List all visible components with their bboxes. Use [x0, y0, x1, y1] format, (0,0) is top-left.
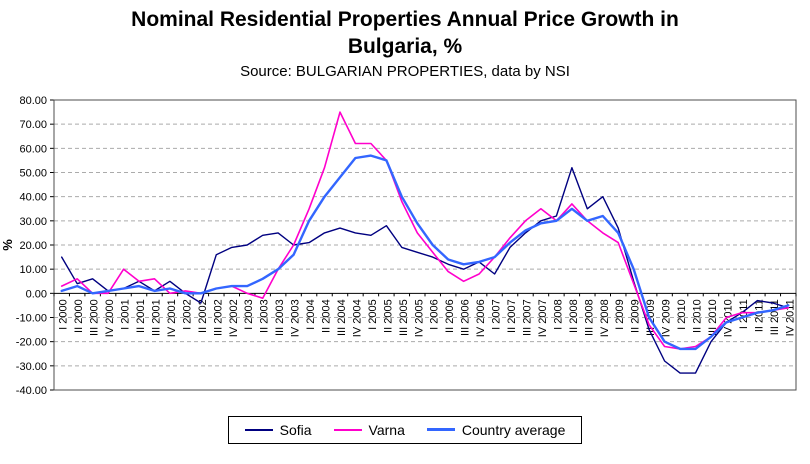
legend-line-sample	[426, 428, 455, 432]
legend-label: Country average	[461, 421, 566, 438]
x-axis-tick-label: I 2008	[552, 299, 564, 330]
x-axis-tick-label: II 2006	[444, 299, 456, 333]
y-axis-tick-label: -20.00	[16, 336, 47, 348]
y-axis-tick-label: -10.00	[16, 312, 47, 324]
x-axis-tick-label: III 2000	[89, 299, 101, 336]
x-axis-tick-label: II 2007	[506, 299, 518, 333]
x-axis-tick-label: II 2003	[259, 299, 271, 333]
x-axis-tick-label: II 2000	[73, 299, 85, 333]
chart-subtitle: Source: BULGARIAN PROPERTIES, data by NS…	[240, 62, 570, 80]
x-axis-tick-label: IV 2006	[475, 299, 487, 337]
x-axis-tick-label: IV 2008	[599, 299, 611, 337]
x-axis-tick-label: I 2000	[58, 299, 70, 330]
y-axis-tick-label: 40.00	[19, 191, 47, 203]
x-axis-tick-label: I 2006	[429, 299, 441, 330]
legend-item-varna: Varna	[333, 421, 405, 438]
y-axis-tick-label: -30.00	[16, 360, 47, 372]
legend-line-sample	[333, 428, 362, 431]
y-axis-tick-label: 20.00	[19, 240, 47, 252]
x-axis-tick-label: IV 2003	[290, 299, 302, 337]
x-axis-tick-label: IV 2009	[661, 299, 673, 337]
y-axis-title: %	[0, 238, 15, 250]
x-axis-tick-label: I 2004	[305, 299, 317, 330]
series-line-sofia	[61, 166, 789, 374]
x-axis-tick-label: III 2010	[707, 299, 719, 336]
legend-line-sample	[244, 428, 273, 431]
x-axis-tick-label: III 2002	[212, 299, 224, 336]
x-axis-tick-label: I 2001	[120, 299, 132, 330]
x-axis-tick-label: IV 2002	[228, 299, 240, 337]
x-axis-tick-label: III 2003	[274, 299, 286, 336]
legend: Sofia Varna Country average	[227, 415, 583, 444]
x-axis-tick-label: IV 2005	[413, 299, 425, 337]
plot-border	[53, 99, 797, 391]
x-axis-tick-label: III 2001	[151, 299, 163, 336]
x-axis-tick-label: II 2002	[197, 299, 209, 333]
x-axis-tick-label: III 2004	[336, 299, 348, 336]
x-axis-tick-label: I 2010	[676, 299, 688, 330]
x-axis-tick-label: IV 2010	[722, 299, 734, 337]
y-axis-tick-label: 30.00	[19, 215, 47, 227]
x-axis-tick-label: II 2009	[630, 299, 642, 333]
x-axis-tick-label: I 2011	[738, 299, 750, 329]
x-axis-tick-label: IV 2007	[537, 299, 549, 337]
legend-label: Sofia	[279, 421, 312, 438]
x-axis-tick-label: I 2007	[491, 299, 503, 330]
x-axis-tick-label: I 2002	[181, 299, 193, 330]
x-axis-tick-label: II 2001	[135, 299, 147, 333]
x-axis-tick-label: III 2008	[583, 299, 595, 336]
y-axis-tick-label: 10.00	[19, 264, 47, 276]
y-axis-tick-label: 80.00	[19, 95, 47, 107]
x-axis-tick-label: III 2007	[522, 299, 534, 336]
x-axis-tick-label: I 2003	[243, 299, 255, 330]
y-axis-tick-label: -40.00	[16, 385, 47, 397]
x-axis-tick-label: I 2005	[367, 299, 379, 330]
x-axis-tick-label: I 2009	[614, 299, 626, 330]
chart-title: Nominal Residential Properties Annual Pr…	[131, 8, 679, 59]
x-axis-tick-label: IV 2001	[166, 299, 178, 337]
y-axis-tick-label: 0.00	[26, 288, 47, 300]
x-axis-tick-label: II 2008	[568, 299, 580, 333]
x-axis-tick-label: II 2010	[692, 299, 704, 333]
legend-label: Varna	[368, 421, 405, 438]
x-axis-tick-label: IV 2004	[351, 299, 363, 337]
x-axis-tick-label: II 2011	[753, 299, 765, 332]
y-axis-tick-label: 60.00	[19, 143, 47, 155]
legend-item-sofia: Sofia	[244, 421, 312, 438]
x-axis-tick-label: III 2005	[398, 299, 410, 336]
x-axis-tick-label: III 2006	[460, 299, 472, 336]
x-axis-tick-label: IV 2000	[104, 299, 116, 337]
series-line-country-average	[60, 153, 790, 350]
y-axis-tick-label: 50.00	[19, 167, 47, 179]
legend-item-country-average: Country average	[426, 421, 566, 438]
y-axis-tick-label: 70.00	[19, 119, 47, 131]
x-axis-tick-label: II 2004	[321, 299, 333, 333]
x-axis-tick-label: II 2005	[382, 299, 394, 333]
line-chart: 80.00 70.00 60.00 50.00 40.00 30.00 20.00 10.00…	[0, 95, 797, 397]
